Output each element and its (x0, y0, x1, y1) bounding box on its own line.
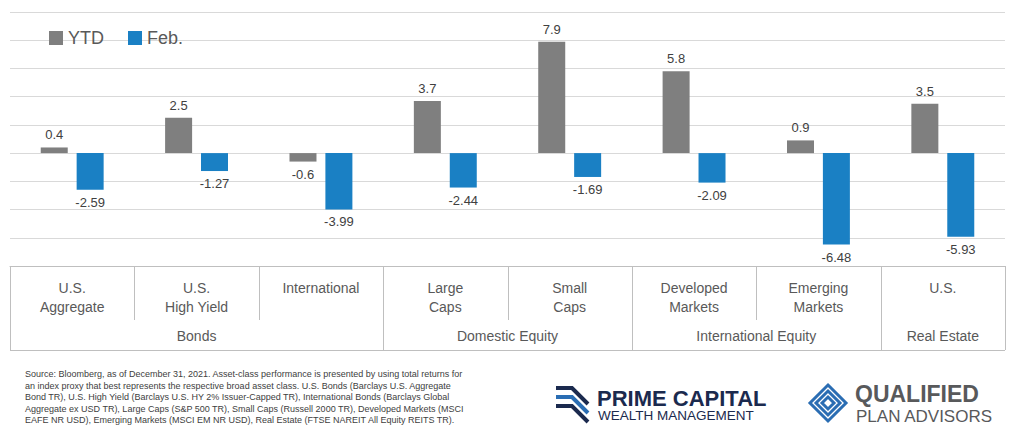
svg-text:Bond TR), U.S. High Yield (Bar: Bond TR), U.S. High Yield (Barclays U.S.… (25, 392, 449, 402)
svg-text:-0.6: -0.6 (292, 167, 314, 182)
svg-text:7.9: 7.9 (543, 22, 561, 37)
svg-text:-5.93: -5.93 (946, 242, 976, 257)
svg-text:Aggregate: Aggregate (40, 299, 105, 315)
svg-text:Feb.: Feb. (147, 28, 183, 48)
svg-text:U.S.: U.S. (59, 280, 86, 296)
svg-text:-3.99: -3.99 (324, 214, 354, 229)
svg-text:Caps: Caps (429, 299, 462, 315)
svg-text:0.9: 0.9 (791, 120, 809, 135)
svg-text:Markets: Markets (669, 299, 719, 315)
svg-text:Source: Bloomberg, as of Decem: Source: Bloomberg, as of December 31, 20… (25, 369, 462, 379)
svg-text:Emerging: Emerging (788, 280, 848, 296)
svg-text:3.5: 3.5 (916, 84, 934, 99)
svg-text:Aggregate ex USD TR), Large Ca: Aggregate ex USD TR), Large Caps (S&P 50… (25, 404, 464, 414)
svg-text:QUALIFIED: QUALIFIED (855, 381, 979, 407)
svg-text:Developed: Developed (661, 280, 728, 296)
svg-text:-6.48: -6.48 (822, 250, 852, 265)
svg-text:U.S.: U.S. (929, 280, 956, 296)
svg-text:an index proxy that best repre: an index proxy that best represents the … (25, 381, 451, 391)
svg-text:International Equity: International Equity (696, 328, 816, 344)
svg-text:PRIME CAPITAL: PRIME CAPITAL (597, 385, 767, 411)
svg-text:-2.09: -2.09 (697, 188, 727, 203)
svg-text:U.S.: U.S. (183, 280, 210, 296)
svg-text:Markets: Markets (794, 299, 844, 315)
svg-text:High Yield: High Yield (165, 299, 228, 315)
svg-text:International: International (282, 280, 359, 296)
svg-text:2.5: 2.5 (170, 98, 188, 113)
svg-text:EAFE NR USD), Emerging Markets: EAFE NR USD), Emerging Markets (MSCI EM … (25, 415, 454, 425)
svg-text:Real Estate: Real Estate (907, 328, 980, 344)
svg-text:PLAN ADVISORS: PLAN ADVISORS (856, 407, 992, 426)
svg-text:0.4: 0.4 (45, 127, 63, 142)
svg-text:YTD: YTD (68, 28, 104, 48)
svg-text:5.8: 5.8 (667, 51, 685, 66)
svg-text:-1.69: -1.69 (573, 182, 603, 197)
svg-text:WEALTH MANAGEMENT: WEALTH MANAGEMENT (598, 408, 754, 423)
svg-text:Caps: Caps (553, 299, 586, 315)
svg-text:Small: Small (552, 280, 587, 296)
svg-text:-1.27: -1.27 (200, 176, 230, 191)
svg-text:3.7: 3.7 (418, 81, 436, 96)
svg-text:-2.59: -2.59 (75, 195, 105, 210)
svg-text:Bonds: Bonds (177, 328, 217, 344)
svg-text:Large: Large (427, 280, 463, 296)
svg-text:-2.44: -2.44 (448, 193, 478, 208)
svg-text:Domestic Equity: Domestic Equity (457, 328, 558, 344)
